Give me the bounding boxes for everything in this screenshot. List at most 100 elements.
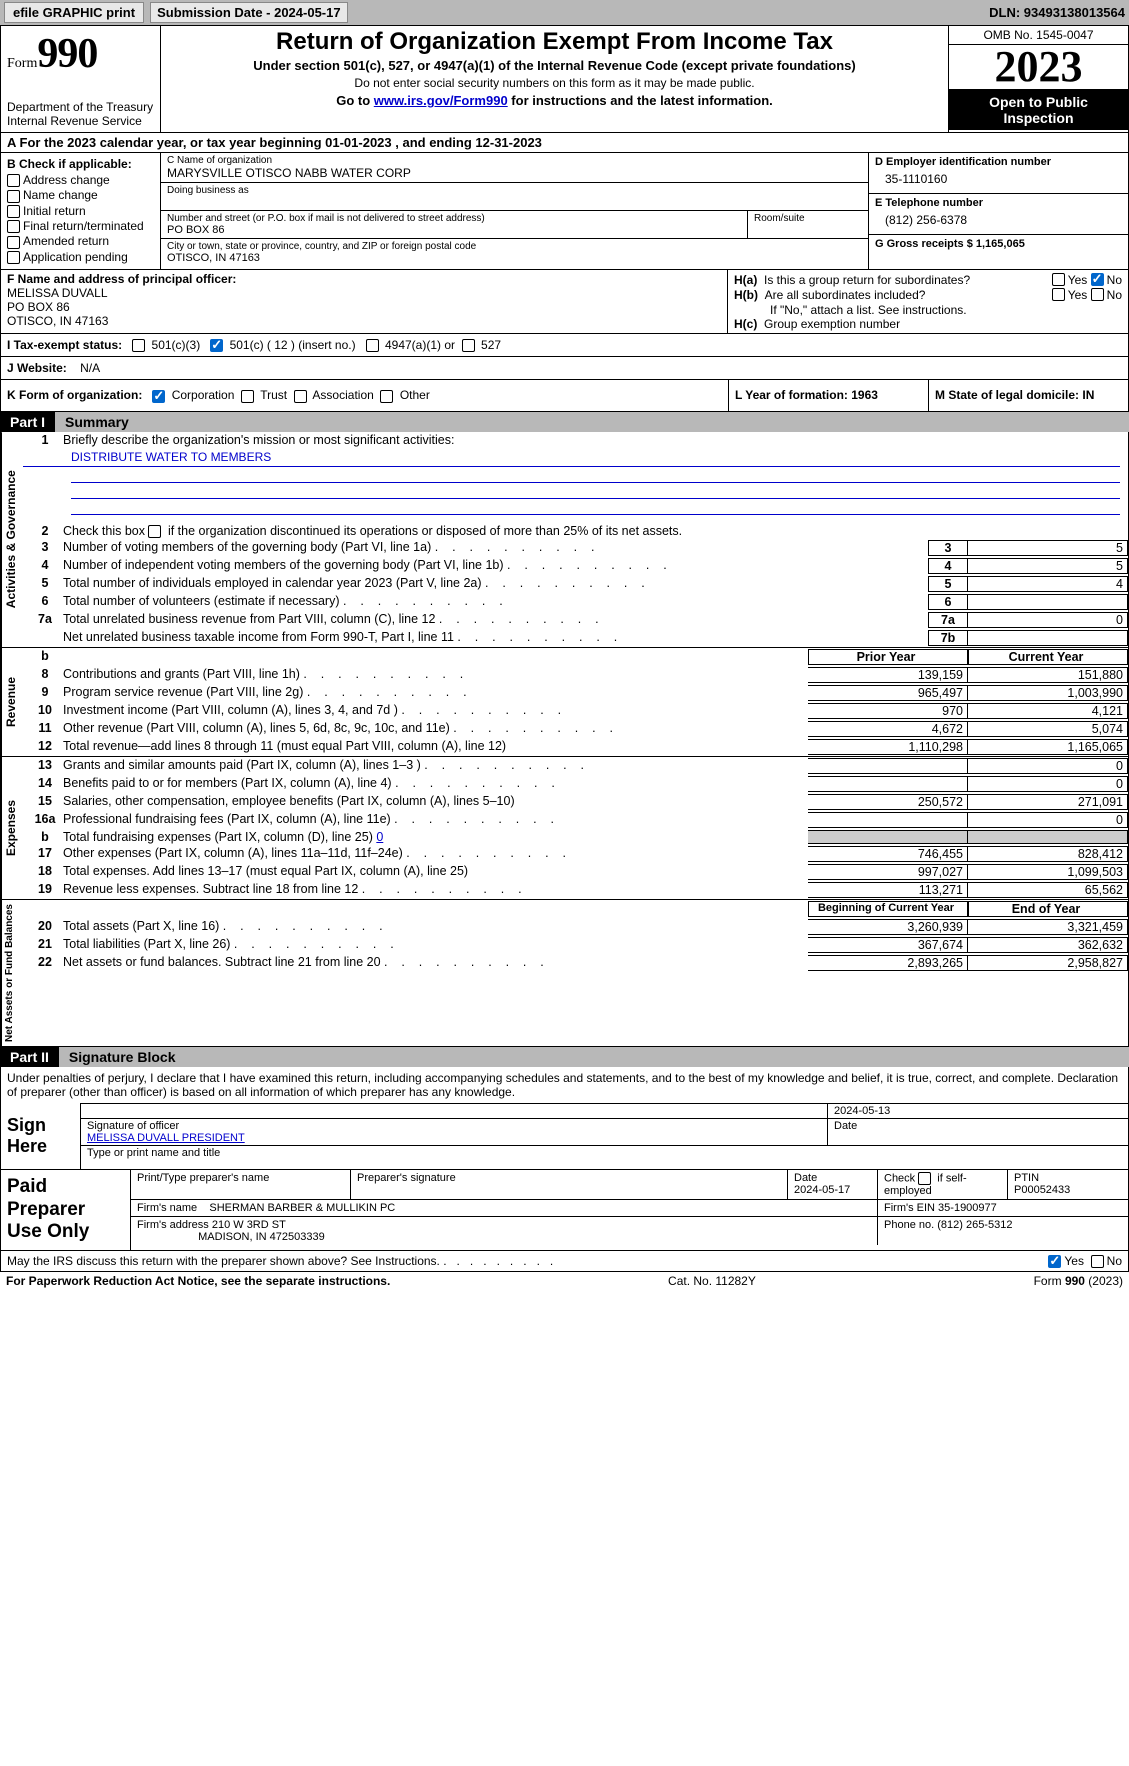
l20-text: Total assets (Part X, line 16) xyxy=(63,919,808,935)
perjury-declaration: Under penalties of perjury, I declare th… xyxy=(0,1067,1129,1103)
cb-trust[interactable] xyxy=(241,390,254,403)
l19-text: Revenue less expenses. Subtract line 18 … xyxy=(63,882,808,898)
prep-sig-label: Preparer's signature xyxy=(351,1170,788,1199)
l9-text: Program service revenue (Part VIII, line… xyxy=(63,685,808,701)
cb-association[interactable] xyxy=(294,390,307,403)
footer-mid: Cat. No. 11282Y xyxy=(390,1274,1033,1288)
prep-date: 2024-05-17 xyxy=(794,1184,850,1196)
mission-text: DISTRIBUTE WATER TO MEMBERS xyxy=(23,448,1120,467)
efile-print-button[interactable]: efile GRAPHIC print xyxy=(4,2,144,23)
paid-preparer-label: Paid Preparer Use Only xyxy=(1,1170,131,1250)
cb-501c3[interactable] xyxy=(132,339,145,352)
c8: 151,880 xyxy=(968,667,1128,683)
firm-addr1: 210 W 3RD ST xyxy=(212,1219,286,1231)
cb-corporation[interactable] xyxy=(152,390,165,403)
department-label: Department of the Treasury Internal Reve… xyxy=(7,100,154,128)
cb-self-employed[interactable] xyxy=(918,1172,931,1185)
c16a: 0 xyxy=(968,812,1128,828)
l13-text: Grants and similar amounts paid (Part IX… xyxy=(63,758,808,774)
firm-name: SHERMAN BARBER & MULLIKIN PC xyxy=(209,1202,395,1214)
ha-no[interactable] xyxy=(1091,273,1104,286)
hb-yes[interactable] xyxy=(1052,288,1065,301)
cb-4947[interactable] xyxy=(366,339,379,352)
officer-label: F Name and address of principal officer: xyxy=(7,272,721,286)
p17: 746,455 xyxy=(808,846,968,862)
irs-link[interactable]: www.irs.gov/Form990 xyxy=(374,93,508,108)
c15: 271,091 xyxy=(968,794,1128,810)
box-b-header: B Check if applicable: xyxy=(7,157,154,171)
org-name: MARYSVILLE OTISCO NABB WATER CORP xyxy=(167,166,862,180)
begin-year-hdr: Beginning of Current Year xyxy=(808,901,968,917)
discuss-no[interactable] xyxy=(1091,1255,1104,1268)
c14: 0 xyxy=(968,776,1128,792)
p8: 139,159 xyxy=(808,667,968,683)
l7b-text: Net unrelated business taxable income fr… xyxy=(63,630,928,646)
discuss-yes[interactable] xyxy=(1048,1255,1061,1268)
cb-name-change[interactable]: Name change xyxy=(7,188,154,202)
form-number: 990 xyxy=(37,31,97,77)
dba-label: Doing business as xyxy=(167,185,862,196)
line-a-tax-year: A For the 2023 calendar year, or tax yea… xyxy=(0,133,1129,153)
p13 xyxy=(808,758,968,774)
submission-date: Submission Date - 2024-05-17 xyxy=(150,2,348,23)
l8-text: Contributions and grants (Part VIII, lin… xyxy=(63,667,808,683)
p22: 2,893,265 xyxy=(808,955,968,971)
discuss-text: May the IRS discuss this return with the… xyxy=(7,1254,440,1268)
p14 xyxy=(808,776,968,792)
phone-label: E Telephone number xyxy=(875,197,1122,209)
c12: 1,165,065 xyxy=(968,739,1128,755)
p19: 113,271 xyxy=(808,882,968,898)
l10-text: Investment income (Part VIII, column (A)… xyxy=(63,703,808,719)
ein-label: D Employer identification number xyxy=(875,156,1122,168)
cb-527[interactable] xyxy=(462,339,475,352)
goto-line: Go to www.irs.gov/Form990 for instructio… xyxy=(169,93,940,108)
ha-yes[interactable] xyxy=(1052,273,1065,286)
hb-label: Are all subordinates included? xyxy=(765,288,1052,302)
c9: 1,003,990 xyxy=(968,685,1128,701)
sig-officer-label: Signature of officer xyxy=(87,1120,821,1132)
l3-text: Number of voting members of the governin… xyxy=(63,540,928,556)
c21: 362,632 xyxy=(968,937,1128,953)
l11-text: Other revenue (Part VIII, column (A), li… xyxy=(63,721,808,737)
cb-initial-return[interactable]: Initial return xyxy=(7,204,154,218)
section-bcd: B Check if applicable: Address change Na… xyxy=(0,153,1129,270)
street-label: Number and street (or P.O. box if mail i… xyxy=(167,213,741,224)
cb-501c[interactable] xyxy=(210,339,223,352)
p21: 367,674 xyxy=(808,937,968,953)
l15-text: Salaries, other compensation, employee b… xyxy=(63,794,808,810)
cb-discontinued[interactable] xyxy=(148,525,161,538)
ein-value: 35-1110160 xyxy=(875,168,1122,190)
officer-name: MELISSA DUVALL xyxy=(7,286,721,300)
hb-no[interactable] xyxy=(1091,288,1104,301)
website-value: N/A xyxy=(80,361,100,375)
sign-date: 2024-05-13 xyxy=(828,1104,1128,1118)
firm-ein: 35-1900977 xyxy=(938,1202,997,1214)
ssn-note: Do not enter social security numbers on … xyxy=(169,76,940,90)
open-to-public: Open to Public Inspection xyxy=(949,89,1128,130)
c22: 2,958,827 xyxy=(968,955,1128,971)
sig-date-label: Date xyxy=(828,1119,1128,1145)
cb-final-return[interactable]: Final return/terminated xyxy=(7,219,154,233)
v4: 5 xyxy=(968,558,1128,574)
part2-header: Part II Signature Block xyxy=(0,1047,1129,1067)
hb-note: If "No," attach a list. See instructions… xyxy=(734,303,1122,317)
form-word: Form xyxy=(7,56,37,71)
sign-here-label: Sign Here xyxy=(1,1103,81,1169)
cb-amended-return[interactable]: Amended return xyxy=(7,234,154,248)
cb-application-pending[interactable]: Application pending xyxy=(7,250,154,264)
tax-status-label: I Tax-exempt status: xyxy=(7,338,122,352)
section-ij: I Tax-exempt status: 501(c)(3) 501(c) ( … xyxy=(0,334,1129,380)
form-org-label: K Form of organization: xyxy=(7,388,142,402)
l14-text: Benefits paid to or for members (Part IX… xyxy=(63,776,808,792)
page-footer: For Paperwork Reduction Act Notice, see … xyxy=(0,1272,1129,1290)
gross-receipts: G Gross receipts $ 1,165,065 xyxy=(875,238,1122,250)
cb-other[interactable] xyxy=(380,390,393,403)
current-year-hdr: Current Year xyxy=(968,649,1128,665)
section-klm: K Form of organization: Corporation Trus… xyxy=(0,380,1129,411)
form-title: Return of Organization Exempt From Incom… xyxy=(169,28,940,56)
form-header: Form990 Department of the Treasury Inter… xyxy=(0,25,1129,133)
vt-activities: Activities & Governance xyxy=(1,432,23,647)
cb-address-change[interactable]: Address change xyxy=(7,173,154,187)
year-formation: L Year of formation: 1963 xyxy=(728,380,928,410)
p15: 250,572 xyxy=(808,794,968,810)
